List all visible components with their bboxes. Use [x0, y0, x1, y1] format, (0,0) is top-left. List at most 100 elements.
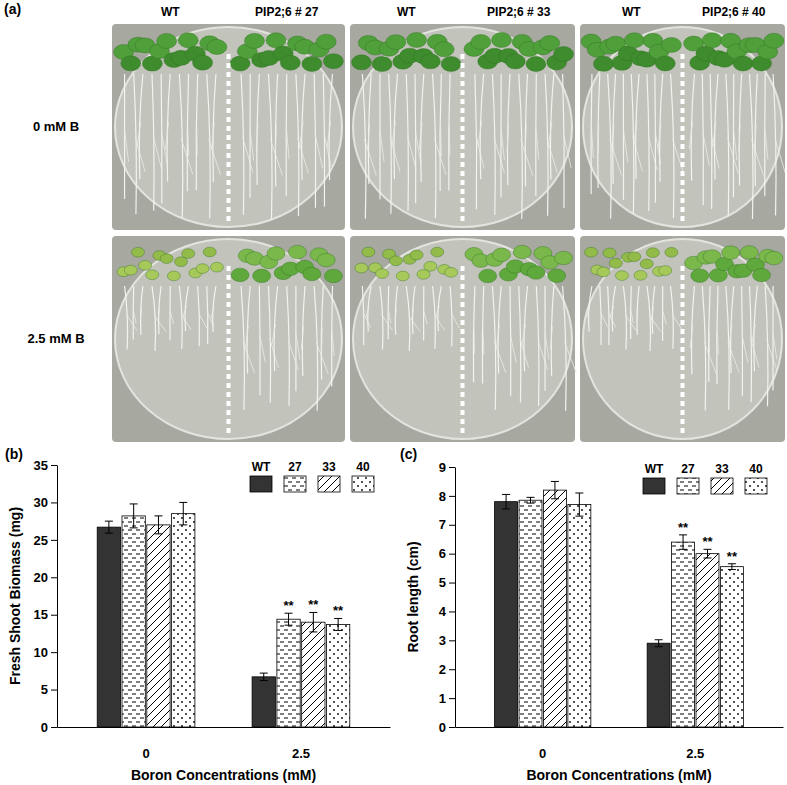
root: [389, 74, 392, 214]
tick-label: 30: [34, 495, 48, 510]
y-tick: 3: [439, 633, 455, 648]
root: [652, 286, 655, 334]
lateral-root: [586, 306, 590, 317]
lateral-root: [183, 306, 187, 317]
leaf: [182, 249, 195, 259]
plate: [112, 24, 345, 230]
lateral-root: [392, 121, 396, 147]
root: [187, 74, 188, 191]
leaf: [193, 55, 213, 70]
leaf: [646, 248, 659, 258]
leaf: [231, 268, 249, 282]
leaf: [280, 55, 300, 70]
x-axis: 02.5: [456, 727, 784, 761]
leaf: [431, 247, 444, 257]
root: [152, 286, 156, 351]
bar: [543, 490, 566, 727]
error-bar: [655, 640, 663, 647]
lateral-root: [729, 325, 732, 347]
lateral-root: [610, 139, 622, 175]
lateral-root: [211, 123, 214, 150]
column-label: PIP2;6 # 33: [487, 5, 551, 19]
leaf: [389, 256, 402, 266]
lateral-root: [547, 138, 558, 173]
bar: [647, 643, 670, 727]
tick-mark: [449, 698, 455, 699]
annotations: ******: [283, 597, 344, 618]
leaf: [203, 247, 216, 257]
root: [362, 286, 364, 345]
lateral-root: [275, 125, 276, 153]
lateral-root: [591, 128, 593, 158]
lateral-root: [565, 342, 577, 373]
lateral-root: [181, 314, 191, 330]
significance-label: **: [308, 597, 319, 612]
root: [268, 74, 272, 219]
lateral-root: [288, 340, 298, 370]
axis-line: [58, 727, 391, 728]
root: [749, 74, 753, 219]
lateral-root: [298, 138, 309, 173]
y-tick: 2: [439, 662, 455, 677]
lateral-root: [739, 124, 740, 152]
leaf: [445, 268, 458, 278]
root: [600, 286, 601, 345]
bar-chart: 0510152025303502.5******WT273340(b)Boron…: [5, 446, 391, 783]
tick-label: 15: [34, 607, 48, 622]
legend-swatch: [643, 478, 665, 494]
leaf: [609, 258, 622, 268]
leaf: [266, 33, 286, 48]
root: [412, 286, 415, 334]
leaf: [131, 247, 144, 257]
root: [492, 74, 495, 215]
error-bar: [575, 493, 583, 516]
lateral-root: [270, 139, 282, 175]
leaf: [661, 37, 681, 52]
y-tick: 7: [439, 517, 455, 532]
root: [702, 286, 705, 410]
lateral-root: [296, 333, 300, 359]
lateral-root: [538, 340, 548, 370]
lateral-root: [199, 313, 207, 328]
tick-mark: [449, 640, 455, 641]
root: [152, 74, 154, 211]
lateral-root: [154, 315, 166, 331]
lateral-root: [435, 306, 439, 317]
leaf: [407, 33, 427, 48]
bar: [568, 505, 591, 727]
root: [275, 74, 277, 186]
leaf: [691, 269, 709, 283]
lateral-root: [408, 315, 420, 331]
tick-mark: [51, 690, 57, 691]
leaf: [434, 42, 454, 57]
significance-label: **: [727, 549, 738, 564]
divider: [461, 54, 465, 222]
y-tick: 20: [34, 570, 57, 585]
plate-background: [350, 236, 575, 442]
root: [623, 286, 626, 350]
legend-swatch: [711, 478, 733, 494]
leaf: [355, 263, 368, 273]
leaf: [302, 56, 322, 71]
leaf: [753, 268, 771, 282]
significance-label: **: [678, 520, 689, 535]
leaf: [376, 269, 389, 279]
bar: [696, 554, 719, 727]
leaf: [424, 261, 437, 271]
leaf: [396, 271, 409, 281]
lateral-root: [601, 313, 608, 328]
bar: [672, 542, 695, 727]
error-bar: [728, 564, 736, 570]
root: [395, 286, 397, 335]
leaf: [505, 54, 525, 69]
lateral-root: [496, 325, 499, 347]
bar: [720, 567, 743, 727]
root: [608, 74, 612, 219]
y-axis: 0123456789: [439, 460, 456, 735]
x-tick: 0: [539, 727, 546, 761]
y-tick: 5: [439, 575, 455, 590]
root: [241, 74, 244, 215]
tick-label: 0: [142, 746, 149, 761]
lateral-root: [364, 139, 376, 175]
root: [647, 74, 649, 211]
